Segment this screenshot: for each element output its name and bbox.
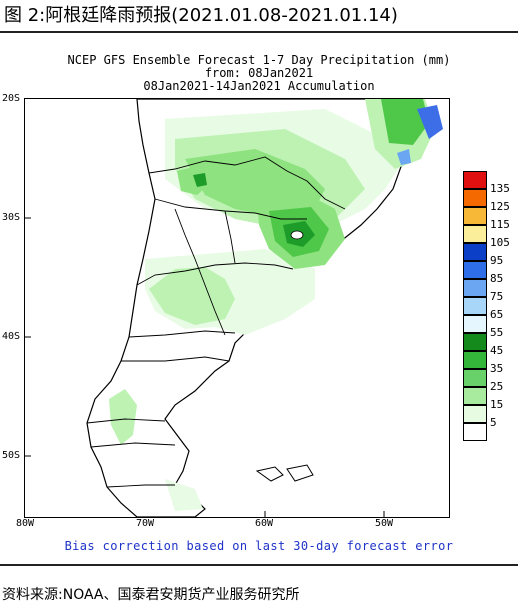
- legend-label-135: 135: [490, 182, 510, 195]
- legend-label-35: 35: [490, 362, 504, 375]
- legend-swatch-115: [463, 207, 487, 225]
- legend-label-125: 125: [490, 200, 510, 213]
- country-borders: [86, 156, 346, 488]
- legend-swatch-95: [463, 243, 487, 261]
- legend-label-25: 25: [490, 380, 504, 393]
- legend-label-95: 95: [490, 254, 504, 267]
- legend-label-105: 105: [490, 236, 510, 249]
- legend-swatch-45: [463, 333, 487, 351]
- legend-swatch-125: [463, 189, 487, 207]
- title-divider: [0, 31, 518, 33]
- legend-label-75: 75: [490, 290, 504, 303]
- legend-label-45: 45: [490, 344, 504, 357]
- legend-label-85: 85: [490, 272, 504, 285]
- legend-swatch-5: [463, 405, 487, 423]
- legend-swatch-85: [463, 261, 487, 279]
- lat-label-40s: 40S: [2, 331, 21, 342]
- lon-label-70w: 70W: [136, 518, 155, 529]
- legend-label-55: 55: [490, 326, 504, 339]
- south-america-map: [25, 99, 443, 517]
- lat-label-50s: 50S: [2, 450, 21, 461]
- legend-swatch-135: [463, 171, 487, 189]
- map-title-line-3: 08Jan2021-14Jan2021 Accumulation: [143, 79, 375, 93]
- figure-title: 图 2:阿根廷降雨预报(2021.01.08-2021.01.14): [4, 5, 398, 26]
- map-title-line-2: from: 08Jan2021: [204, 66, 314, 80]
- legend-swatch-55: [463, 315, 487, 333]
- bias-correction-note: Bias correction based on last 30-day for…: [64, 539, 454, 553]
- legend-swatch-105: [463, 225, 487, 243]
- precipitation-shading: [109, 99, 443, 511]
- legend-swatch-75: [463, 279, 487, 297]
- legend-swatch-65: [463, 297, 487, 315]
- legend-label-115: 115: [490, 218, 510, 231]
- legend-label-5: 5: [490, 416, 497, 429]
- lat-label-20s: 20S: [2, 93, 21, 104]
- lat-label-30s: 30S: [2, 212, 21, 223]
- lake: [290, 230, 304, 240]
- lon-label-80w: 80W: [16, 518, 35, 529]
- legend-label-15: 15: [490, 398, 504, 411]
- map-title-line-1: NCEP GFS Ensemble Forecast 1-7 Day Preci…: [67, 53, 451, 67]
- source-note: 资料来源:NOAA、国泰君安期货产业服务研究所: [2, 587, 300, 603]
- lon-label-50w: 50W: [375, 518, 394, 529]
- legend-swatch-0: [463, 423, 487, 441]
- legend-swatch-35: [463, 351, 487, 369]
- falkland-islands: [255, 464, 314, 482]
- footer-divider: [0, 564, 518, 566]
- legend-label-65: 65: [490, 308, 504, 321]
- map-plot-area: [24, 98, 450, 518]
- lon-label-60w: 60W: [255, 518, 274, 529]
- legend-swatch-25: [463, 369, 487, 387]
- legend-swatch-15: [463, 387, 487, 405]
